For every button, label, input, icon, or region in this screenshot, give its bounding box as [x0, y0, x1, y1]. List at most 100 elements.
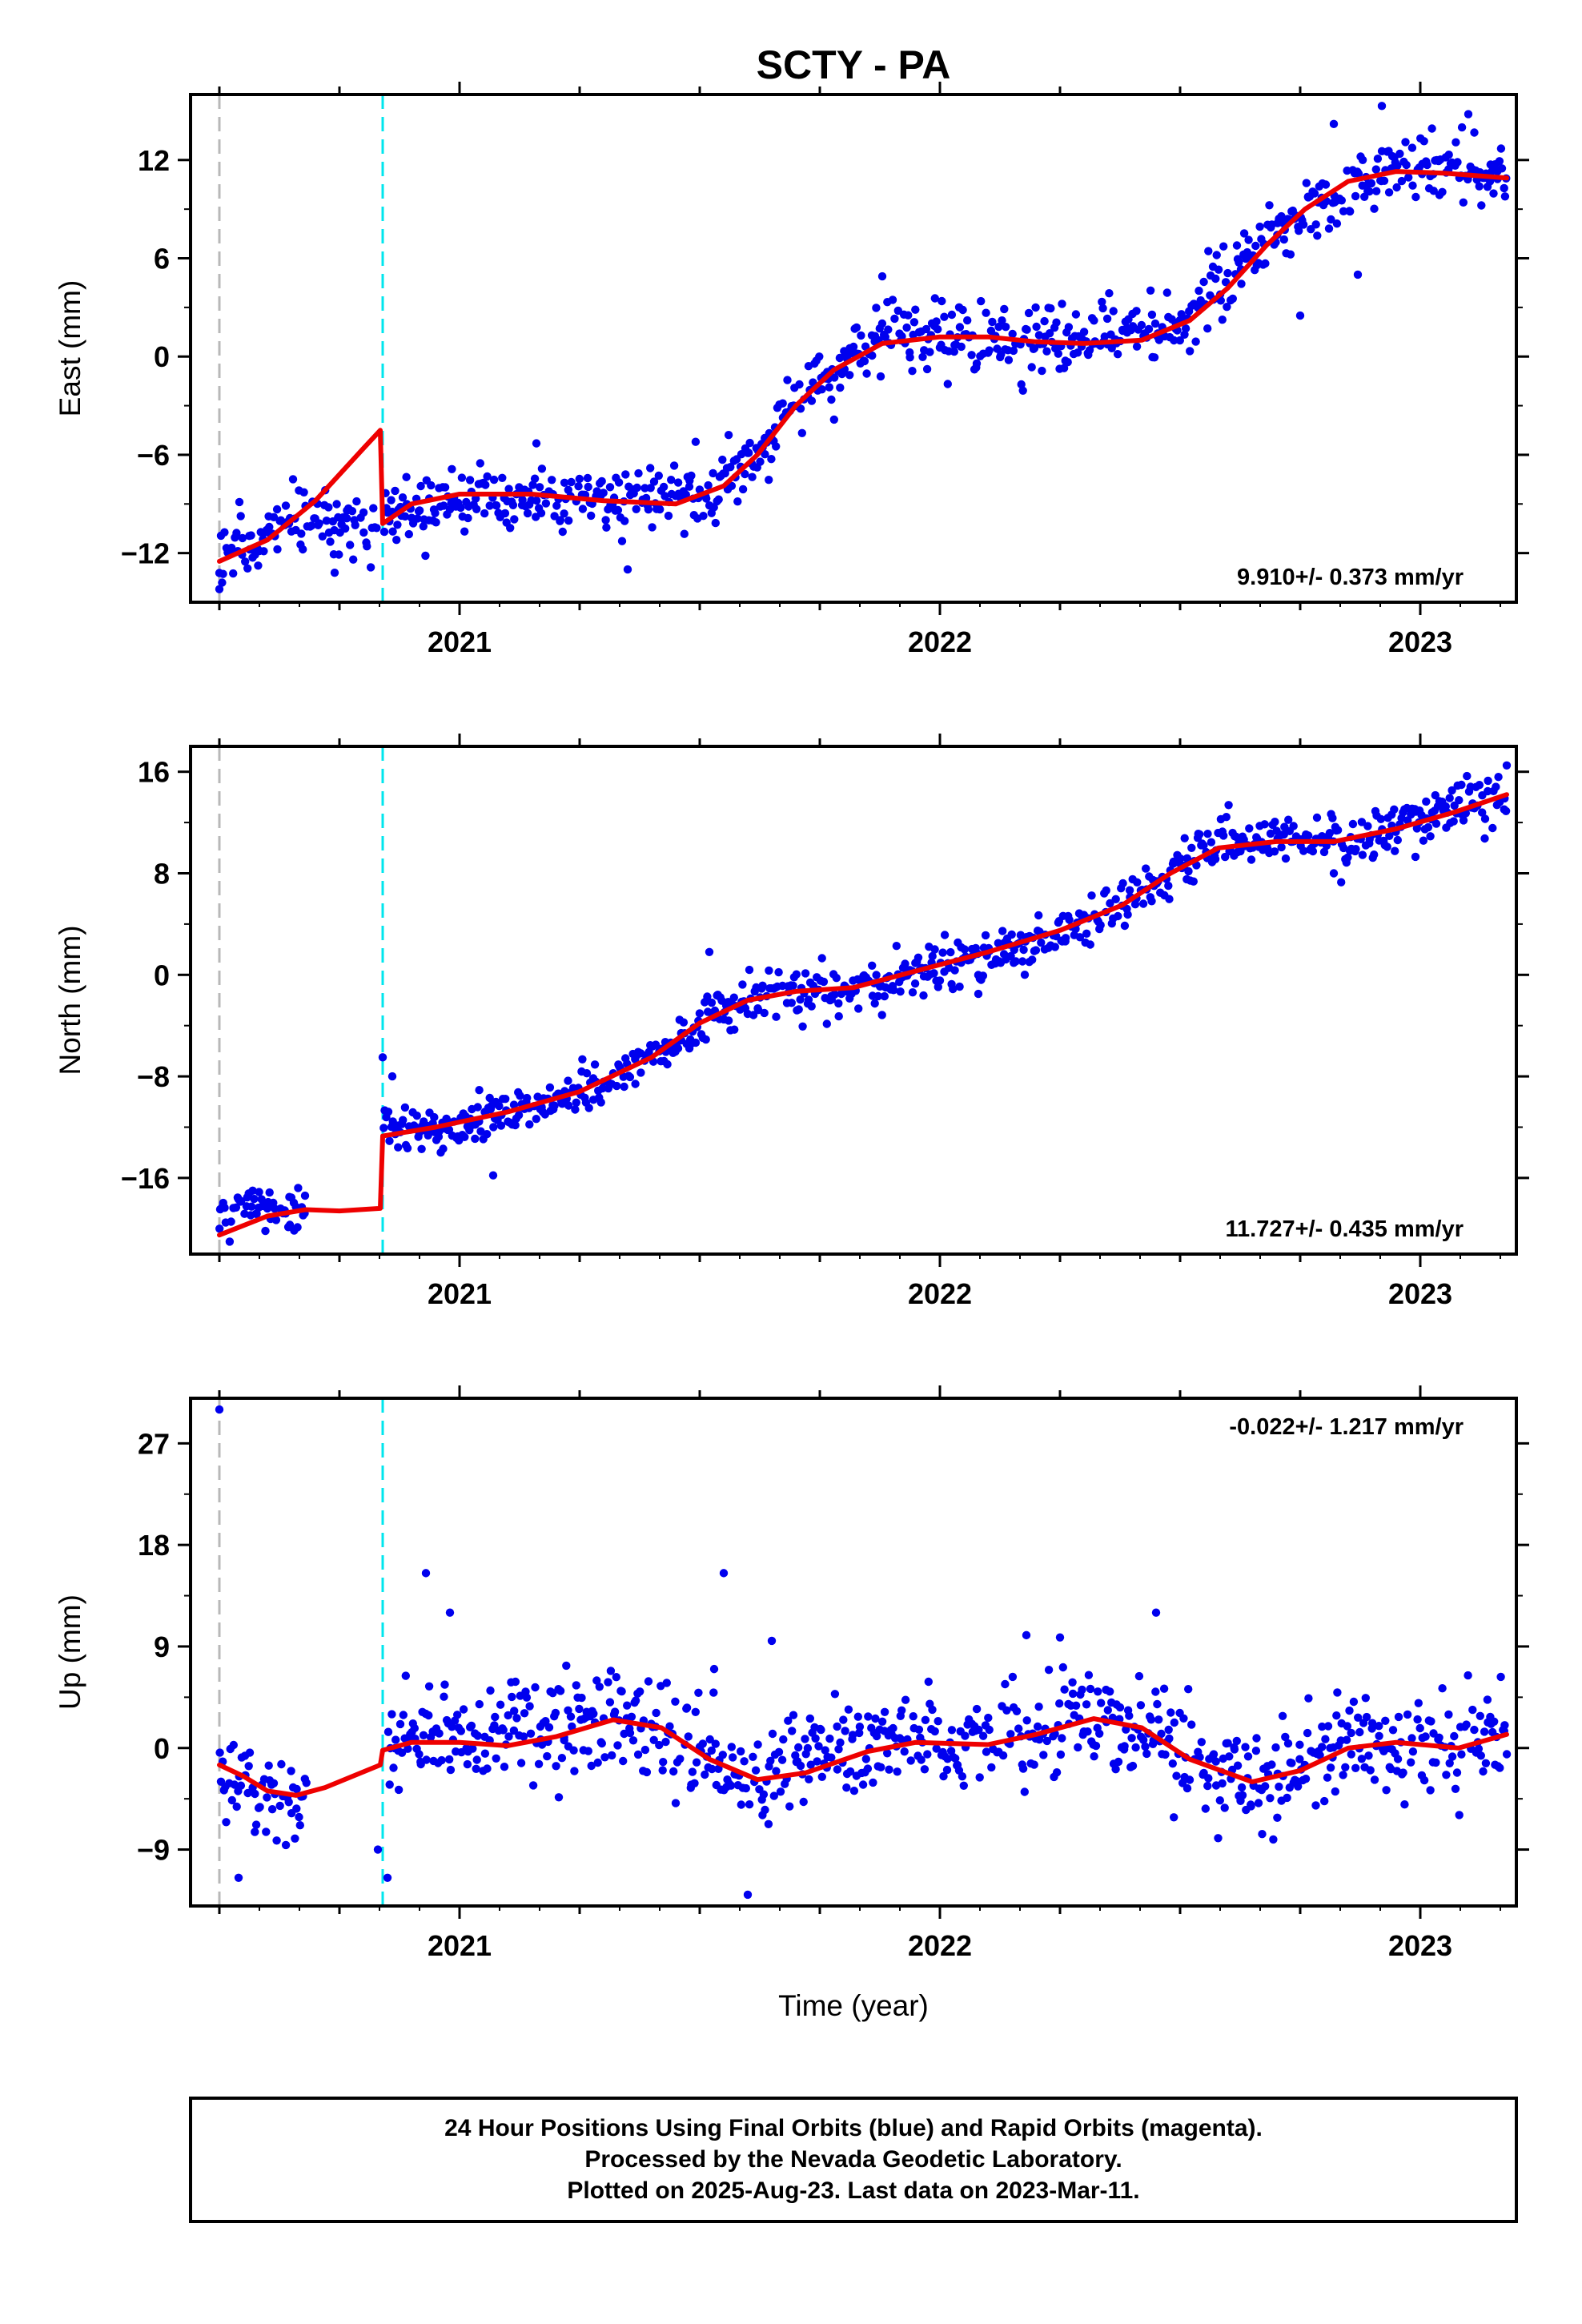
- east-panel: −12 −6 0 6 12 2021 2022 2023 East (mm) 9.910+/- 0…: [54, 82, 1529, 658]
- east-data-point: [537, 464, 547, 473]
- up-data-point: [698, 1739, 707, 1748]
- north-data-point: [1219, 831, 1228, 840]
- up-data-point: [531, 1683, 540, 1692]
- east-data-point: [1337, 196, 1347, 205]
- north-data-point: [854, 1004, 863, 1013]
- up-data-point: [520, 1709, 529, 1718]
- east-data-point: [1489, 189, 1498, 198]
- north-data-point: [1260, 820, 1269, 829]
- north-data-point: [475, 1086, 484, 1095]
- east-data-point: [727, 481, 737, 490]
- up-data-point: [1082, 1700, 1091, 1709]
- north-data-point: [247, 1202, 256, 1211]
- up-data-point: [842, 1783, 851, 1792]
- up-data-point: [525, 1702, 534, 1711]
- east-data-point: [506, 524, 515, 533]
- north-data-point: [822, 1019, 832, 1028]
- up-data-point: [1039, 1751, 1048, 1759]
- up-data-point: [1381, 1716, 1390, 1725]
- north-data-point: [934, 983, 943, 991]
- up-data-point: [652, 1708, 661, 1718]
- north-data-point: [590, 1060, 600, 1069]
- north-data-point: [385, 1136, 394, 1145]
- north-data-point: [509, 1100, 519, 1109]
- east-data-point: [1367, 179, 1376, 188]
- north-data-point: [1187, 843, 1196, 853]
- up-data-point: [1426, 1786, 1435, 1795]
- up-data-point: [1084, 1671, 1094, 1679]
- up-data-point: [659, 1758, 668, 1767]
- up-data-point: [1195, 1753, 1204, 1762]
- east-data-point: [1358, 155, 1367, 164]
- up-data-point: [1496, 1763, 1504, 1772]
- north-data-point: [270, 1204, 279, 1213]
- east-data-point: [797, 428, 806, 437]
- east-data-point: [1470, 128, 1479, 137]
- up-data-point: [872, 1731, 881, 1741]
- east-data-point: [363, 542, 371, 551]
- up-data-point: [1164, 1725, 1173, 1735]
- east-data-point: [602, 523, 611, 532]
- east-data-point: [994, 322, 1003, 332]
- east-data-point: [1175, 336, 1185, 345]
- up-data-point: [769, 1791, 778, 1800]
- up-data-point: [814, 1742, 823, 1751]
- east-data-point: [1042, 347, 1051, 356]
- north-data-point: [1492, 782, 1500, 791]
- up-data-point: [749, 1752, 757, 1761]
- east-data-point: [1393, 161, 1402, 171]
- up-data-point: [737, 1800, 745, 1809]
- east-data-point: [860, 356, 869, 366]
- up-data-point: [526, 1729, 536, 1738]
- east-data-point: [1354, 169, 1363, 178]
- up-data-point: [410, 1723, 419, 1733]
- north-data-point: [1245, 824, 1254, 833]
- north-data-point: [1164, 881, 1173, 891]
- up-data-point: [1254, 1799, 1263, 1807]
- east-data-point: [632, 483, 641, 493]
- up-data-point: [864, 1712, 873, 1721]
- north-data-point: [707, 998, 717, 1007]
- east-data-point: [236, 512, 245, 521]
- east-data-point: [1212, 251, 1221, 259]
- up-data-point: [853, 1712, 863, 1721]
- north-data-point: [237, 1196, 246, 1206]
- up-data-point: [422, 1755, 431, 1764]
- north-data-point: [261, 1226, 270, 1236]
- up-data-point: [817, 1725, 825, 1735]
- north-data-point: [1484, 786, 1492, 796]
- east-data-point: [324, 503, 333, 512]
- up-data-point: [649, 1735, 658, 1744]
- up-plot-area: [215, 1398, 1512, 1906]
- east-data-point: [796, 404, 805, 413]
- north-data-point: [1308, 846, 1318, 856]
- up-data-point: [789, 1711, 798, 1719]
- up-data-point: [612, 1673, 620, 1682]
- up-panel: −9 0 9 18 27 2021 2022 2023 Up (mm) -0.022+/- 1.2…: [54, 1385, 1529, 1962]
- north-data-point: [383, 1108, 393, 1116]
- up-data-point: [605, 1698, 615, 1707]
- east-data-point: [1191, 337, 1200, 346]
- up-data-point: [467, 1721, 476, 1731]
- north-outlier-point: [488, 1171, 498, 1180]
- up-data-point: [1094, 1687, 1102, 1696]
- up-data-point: [1320, 1796, 1329, 1806]
- east-data-point: [1219, 242, 1228, 251]
- north-data-point: [578, 1055, 587, 1064]
- up-data-point: [901, 1695, 910, 1704]
- east-data-point: [1384, 188, 1394, 197]
- up-data-point: [1326, 1763, 1335, 1772]
- up-data-point: [841, 1727, 849, 1735]
- north-data-point: [1180, 834, 1189, 842]
- up-data-point: [779, 1735, 788, 1744]
- up-data-point: [984, 1713, 993, 1723]
- up-data-point: [1001, 1679, 1010, 1689]
- east-data-point: [552, 501, 561, 510]
- east-data-point: [1401, 138, 1410, 147]
- north-data-point: [1096, 921, 1105, 930]
- up-data-point: [1476, 1751, 1486, 1760]
- east-x-tick-label: 2023: [1388, 625, 1452, 658]
- east-data-point: [862, 369, 871, 378]
- up-data-point: [1142, 1749, 1151, 1759]
- east-data-point: [548, 476, 556, 485]
